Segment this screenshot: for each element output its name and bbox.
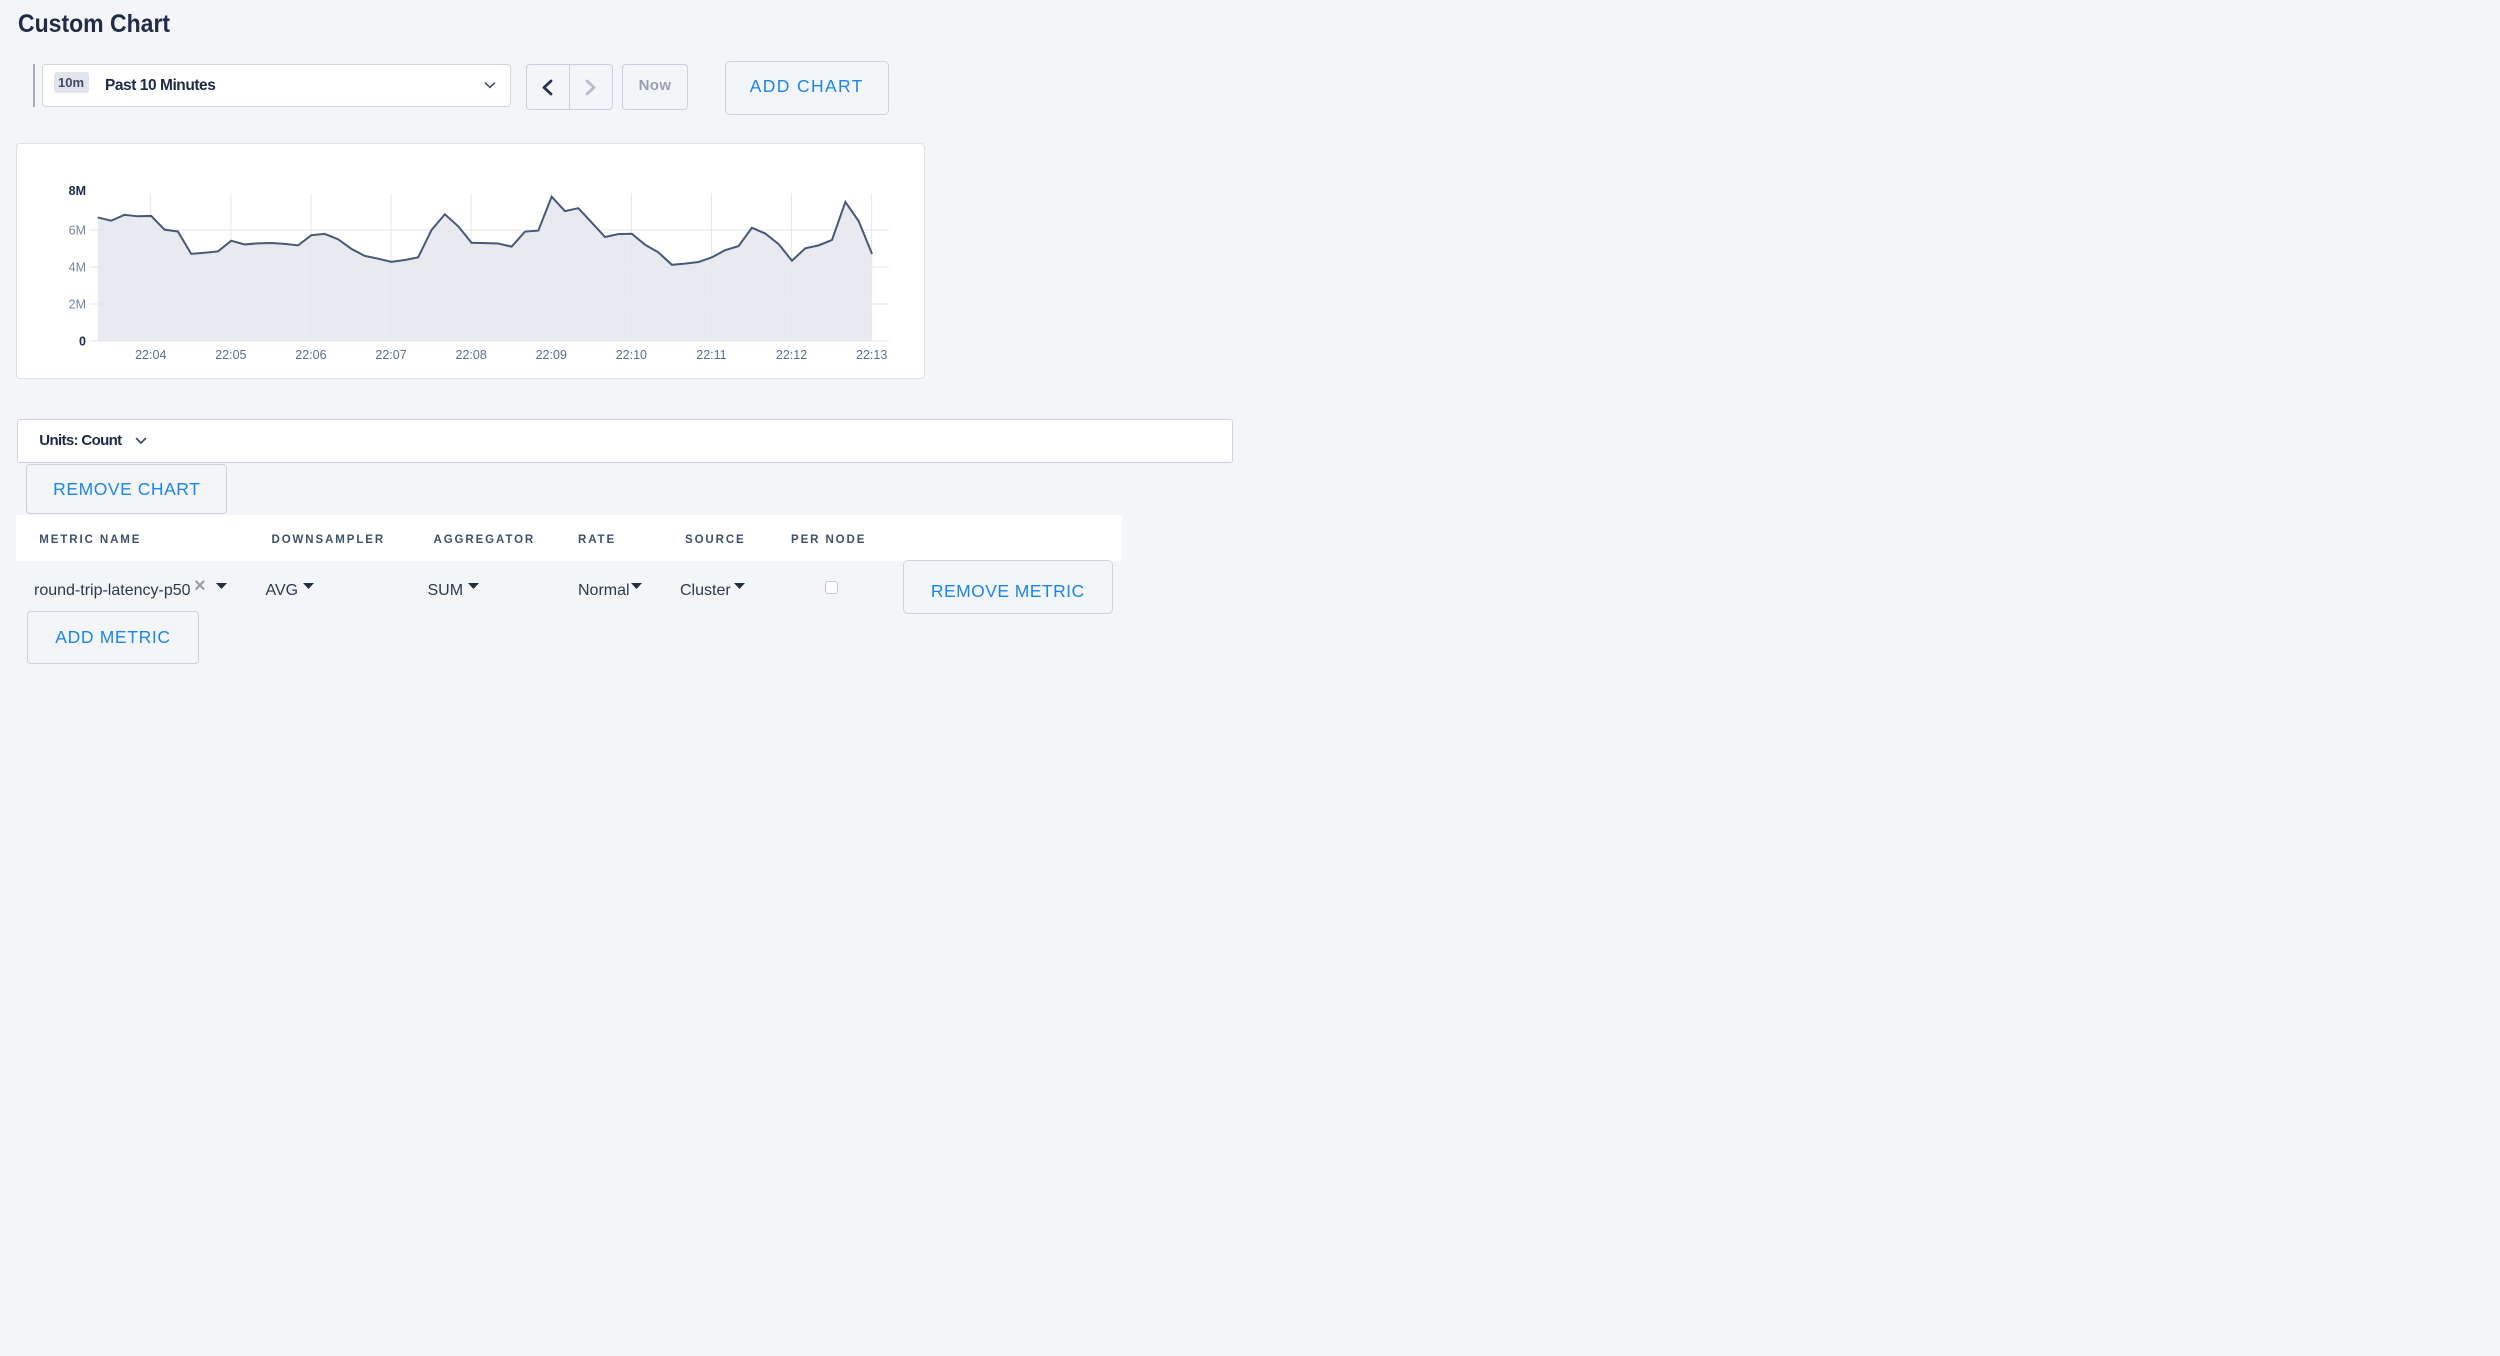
svg-text:6M: 6M: [69, 223, 86, 237]
svg-text:22:11: 22:11: [696, 348, 726, 362]
svg-text:2M: 2M: [69, 297, 86, 311]
svg-text:0: 0: [79, 334, 86, 348]
svg-text:8M: 8M: [69, 184, 86, 198]
svg-text:22:13: 22:13: [856, 348, 887, 362]
svg-text:22:06: 22:06: [295, 348, 326, 362]
svg-text:22:09: 22:09: [536, 348, 567, 362]
svg-text:22:10: 22:10: [616, 348, 647, 362]
svg-text:22:08: 22:08: [456, 348, 487, 362]
svg-text:22:04: 22:04: [135, 348, 166, 362]
svg-text:22:07: 22:07: [375, 348, 406, 362]
svg-text:22:12: 22:12: [776, 348, 807, 362]
svg-text:4M: 4M: [69, 260, 86, 274]
svg-text:22:05: 22:05: [215, 348, 246, 362]
